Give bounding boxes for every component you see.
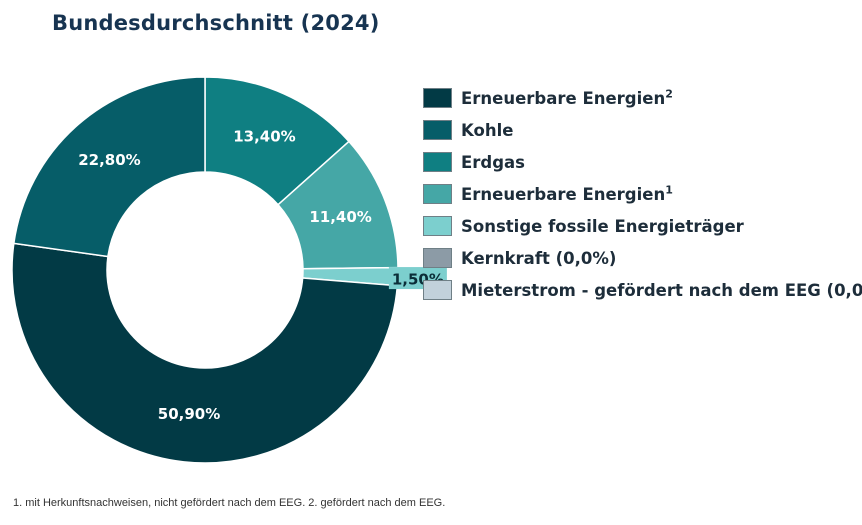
legend-label: Mieterstrom - gefördert nach dem EEG (0,… xyxy=(461,280,862,300)
donut-slice xyxy=(12,76,206,258)
legend-item: Erneuerbare Energien1 xyxy=(423,178,862,210)
legend-swatch xyxy=(423,120,452,140)
legend-label: Erneuerbare Energien1 xyxy=(461,183,673,204)
data-label: 22,80% xyxy=(78,151,140,169)
legend-swatch xyxy=(423,152,452,172)
legend-item: Erneuerbare Energien2 xyxy=(423,82,862,114)
legend-label: Sonstige fossile Energieträger xyxy=(461,216,744,236)
chart-title: Bundesdurchschnitt (2024) xyxy=(52,11,380,35)
data-label: 11,40% xyxy=(309,208,371,226)
legend-item: Kohle xyxy=(423,114,862,146)
legend-swatch xyxy=(423,88,452,108)
legend-swatch xyxy=(423,248,452,268)
footnote: 1. mit Herkunftsnachweisen, nicht geförd… xyxy=(13,497,446,509)
data-label: 50,90% xyxy=(158,405,220,423)
legend-swatch xyxy=(423,184,452,204)
legend-item: Mieterstrom - gefördert nach dem EEG (0,… xyxy=(423,274,862,306)
donut-slice xyxy=(11,242,399,464)
legend-label: Erdgas xyxy=(461,152,525,172)
legend-label: Kohle xyxy=(461,120,514,140)
legend-swatch xyxy=(423,280,452,300)
legend: Erneuerbare Energien2 Kohle Erdgas Erneu… xyxy=(423,82,862,306)
legend-item: Sonstige fossile Energieträger xyxy=(423,210,862,242)
legend-swatch xyxy=(423,216,452,236)
legend-item: Kernkraft (0,0%) xyxy=(423,242,862,274)
legend-label: Erneuerbare Energien2 xyxy=(461,87,673,108)
data-label: 13,40% xyxy=(233,128,295,146)
legend-label: Kernkraft (0,0%) xyxy=(461,248,617,268)
legend-item: Erdgas xyxy=(423,146,862,178)
